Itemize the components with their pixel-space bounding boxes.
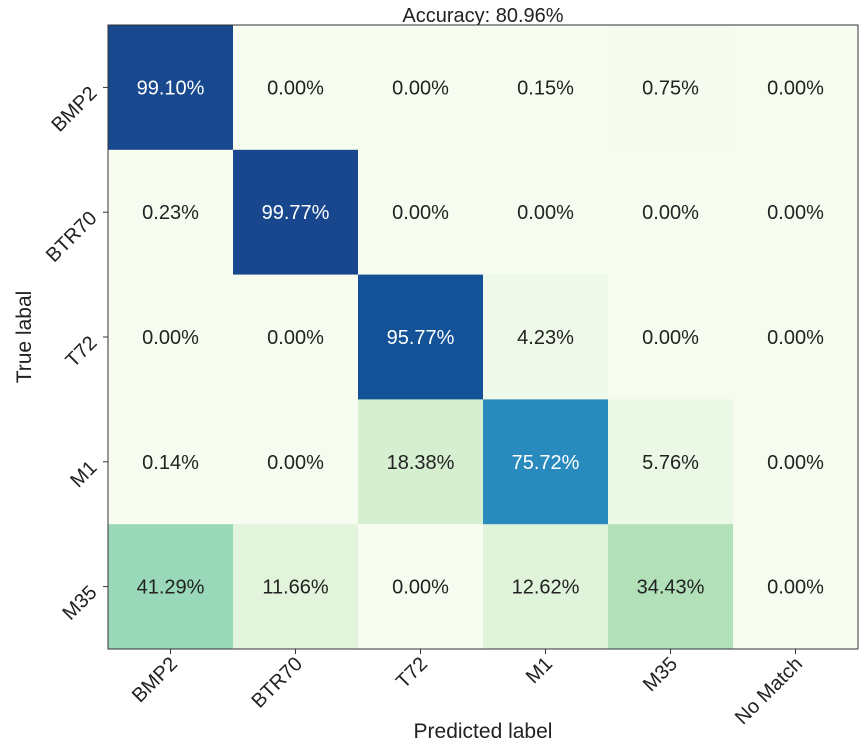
cell-value-label: 5.76%	[642, 452, 699, 474]
cell-value-label: 0.00%	[642, 202, 699, 224]
heatmap-cell	[483, 25, 609, 151]
heatmap-cell	[358, 149, 484, 276]
heatmap-cell	[608, 149, 734, 276]
y-tick-label: BMP2	[47, 82, 101, 136]
y-axis-title: True labal	[13, 291, 36, 384]
cell-value-label: 0.00%	[767, 452, 824, 474]
y-tick-label: T72	[62, 332, 102, 372]
cell-value-label: 0.75%	[642, 77, 699, 99]
heatmap-cell	[108, 149, 234, 276]
heatmap-cell	[108, 25, 234, 151]
heatmap-cell	[233, 524, 359, 650]
cell-value-label: 4.23%	[517, 327, 574, 349]
x-axis-title: Predicted label	[414, 720, 553, 743]
heatmap-cell	[608, 274, 734, 400]
cell-value-label: 41.29%	[137, 577, 205, 599]
heatmap-cell	[733, 149, 859, 276]
heatmap-cell	[233, 25, 359, 151]
cell-value-label: 18.38%	[387, 452, 455, 474]
cell-value-label: 0.00%	[767, 577, 824, 599]
y-tick-label: M35	[58, 582, 101, 625]
heatmap-cell	[358, 25, 484, 151]
cell-value-label: 12.62%	[512, 577, 580, 599]
cell-value-label: 11.66%	[262, 577, 329, 599]
heatmap-cell	[108, 274, 234, 400]
heatmap-cell	[733, 524, 859, 650]
x-tick-label: BTR70	[247, 653, 307, 713]
x-tick-label: M35	[639, 653, 682, 696]
heatmap-cell	[608, 524, 734, 650]
heatmap-cell	[483, 524, 609, 650]
x-tick-label: BMP2	[128, 653, 182, 707]
chart-title: Accuracy: 80.96%	[402, 5, 563, 27]
cell-value-label: 0.00%	[267, 77, 324, 99]
heatmap-cell	[358, 524, 484, 650]
heatmap-cell	[483, 399, 609, 525]
cell-value-label: 0.23%	[142, 202, 199, 224]
heatmap-cell	[608, 25, 734, 151]
cell-value-label: 34.43%	[637, 577, 705, 599]
x-tick-label: M1	[522, 653, 557, 688]
cell-value-label: 0.00%	[142, 327, 199, 349]
cell-value-label: 0.00%	[767, 327, 824, 349]
cell-value-label: 0.00%	[767, 202, 824, 224]
cell-value-label: 99.10%	[137, 77, 205, 99]
cell-value-label: 0.15%	[517, 77, 574, 99]
cell-value-label: 0.00%	[642, 327, 699, 349]
heatmap-cell	[483, 274, 609, 400]
x-tick-label: T72	[392, 653, 432, 693]
heatmap-cells: 99.10% 0.00% 0.00% 0.15% 0.75% 0.00% 0.23% 99.7…	[108, 25, 859, 650]
cell-value-label: 0.00%	[392, 77, 449, 99]
cell-value-label: 99.77%	[262, 202, 330, 224]
cell-value-label: 0.00%	[267, 452, 324, 474]
y-axis-ticks: BMP2 BTR70 T72 M1 M35	[42, 82, 108, 625]
heatmap-cell	[733, 274, 859, 400]
cell-value-label: 95.77%	[387, 327, 455, 349]
cell-value-label: 0.00%	[392, 577, 449, 599]
cell-value-label: 0.00%	[392, 202, 449, 224]
y-tick-label: M1	[66, 457, 101, 492]
y-tick-label: BTR70	[42, 207, 102, 267]
x-tick-label: No Match	[731, 653, 807, 729]
heatmap-cell	[358, 399, 484, 525]
heatmap-cell	[358, 274, 484, 400]
cell-value-label: 0.00%	[767, 77, 824, 99]
cell-value-label: 75.72%	[512, 452, 580, 474]
heatmap-cell	[733, 399, 859, 525]
heatmap-cell	[233, 149, 359, 276]
heatmap-cell	[108, 399, 234, 525]
heatmap-cell	[233, 399, 359, 525]
x-axis-ticks: BMP2 BTR70 T72 M1 M35 No Match	[128, 649, 807, 729]
heatmap-cell	[483, 149, 609, 276]
cell-value-label: 0.00%	[517, 202, 574, 224]
heatmap-cell	[608, 399, 734, 525]
cell-value-label: 0.00%	[267, 327, 324, 349]
heatmap-cell	[233, 274, 359, 400]
heatmap-cell	[108, 524, 234, 650]
cell-value-label: 0.14%	[142, 452, 199, 474]
heatmap-cell	[733, 25, 859, 151]
